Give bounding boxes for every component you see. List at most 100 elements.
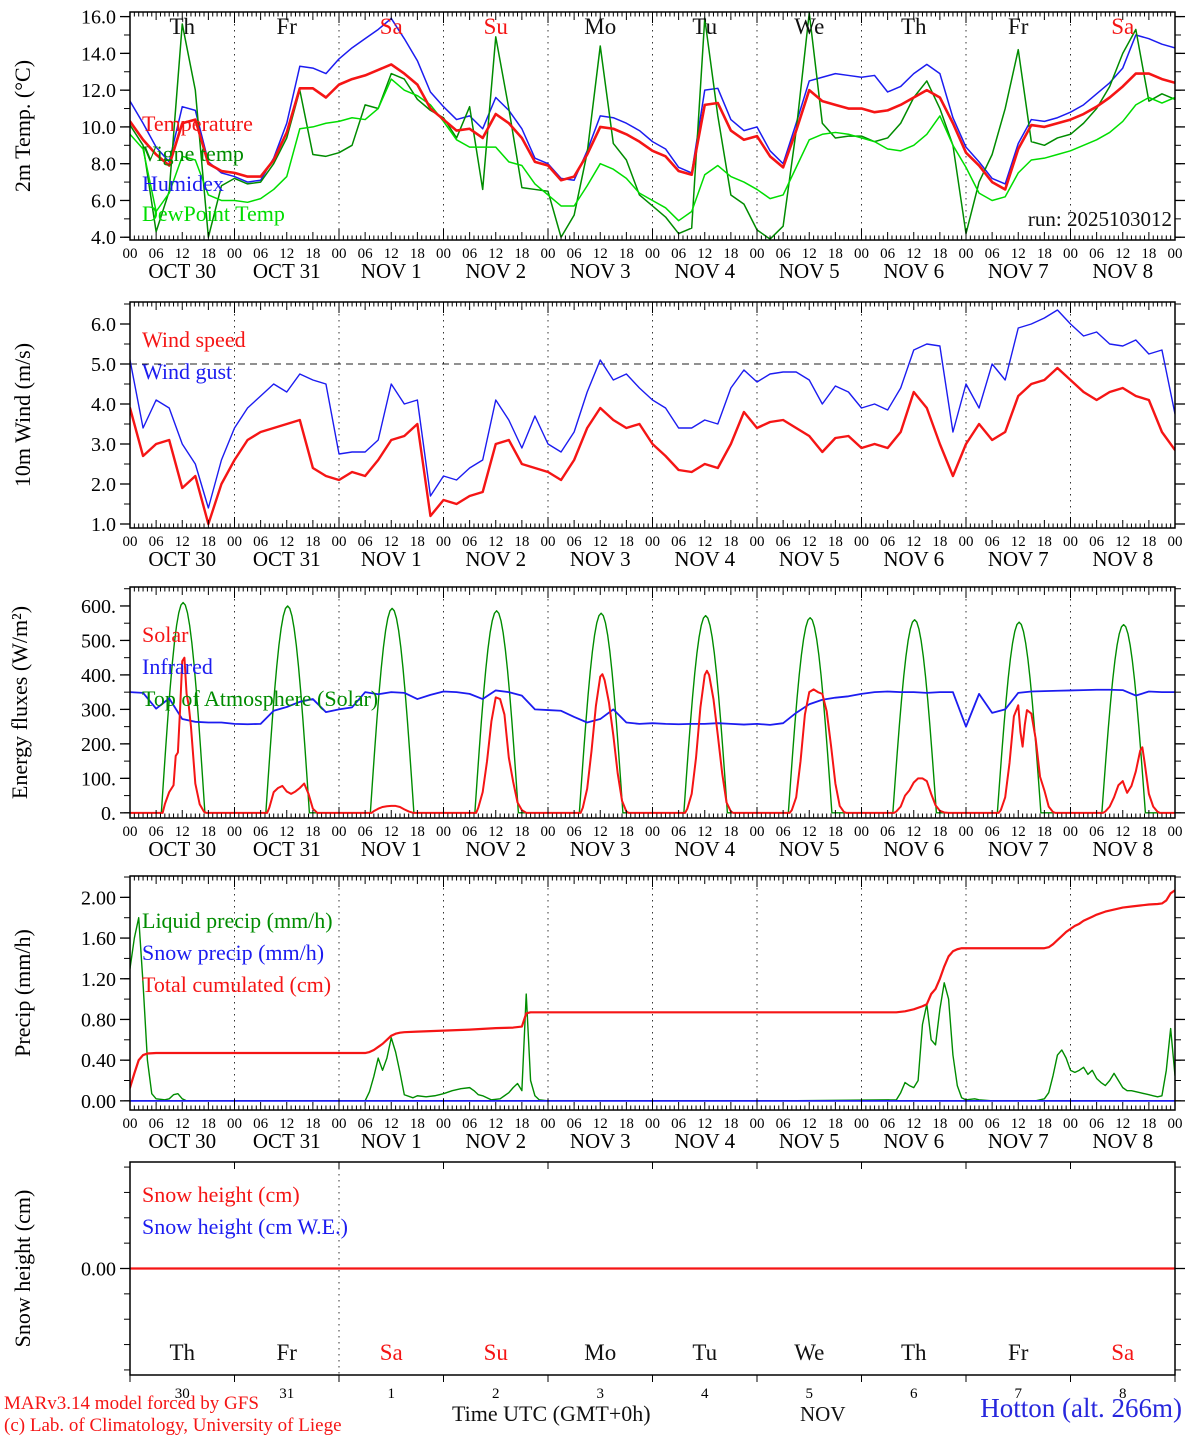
day-name-label: Fr — [277, 14, 298, 39]
hour-tick-label: 06 — [776, 246, 792, 262]
hour-tick-label: 06 — [253, 1116, 269, 1132]
hour-tick-label: 12 — [384, 824, 399, 840]
y-tick-label: 1.20 — [81, 969, 116, 991]
day-name-label: Mo — [584, 1340, 616, 1365]
hour-tick-label: 18 — [1141, 824, 1156, 840]
panel-temperature: 16.0 14.0 12.0 10.0 8.0 6.0 4.0 2m Temp. (°C) 00… — [10, 7, 1185, 283]
date-label: NOV 7 — [988, 1129, 1049, 1153]
day-number-label: 8 — [1119, 1386, 1127, 1402]
date-label: NOV 2 — [465, 547, 526, 571]
hour-tick-label: 12 — [175, 824, 190, 840]
hour-tick-label: 12 — [1011, 1116, 1026, 1132]
hour-tick-label: 00 — [750, 1116, 765, 1132]
series-humidex — [130, 17, 1175, 185]
hour-tick-label: 06 — [776, 824, 792, 840]
hour-tick-label: 06 — [880, 1116, 896, 1132]
hour-tick-label: 06 — [880, 824, 896, 840]
hour-tick-label: 18 — [723, 824, 738, 840]
hour-tick-label: 00 — [959, 534, 974, 550]
date-label: NOV 6 — [883, 1129, 944, 1153]
legend-temperature-1: Vigne temp — [142, 141, 244, 166]
hour-tick-label: 00 — [227, 1116, 242, 1132]
hour-tick-label: 00 — [1168, 1116, 1183, 1132]
hour-tick-label: 00 — [227, 246, 242, 262]
date-label: NOV 8 — [1092, 547, 1153, 571]
hour-tick-label: 18 — [1141, 1116, 1156, 1132]
hour-tick-label: 18 — [828, 534, 843, 550]
date-label: OCT 30 — [148, 837, 216, 861]
hour-tick-label: 06 — [1089, 1116, 1105, 1132]
hour-tick-label: 06 — [880, 534, 896, 550]
hour-tick-label: 06 — [149, 1116, 165, 1132]
hour-tick-label: 18 — [1141, 534, 1156, 550]
hour-tick-label: 00 — [123, 534, 138, 550]
hour-tick-label: 00 — [1168, 824, 1183, 840]
date-label: NOV 5 — [779, 837, 840, 861]
hour-tick-label: 18 — [1141, 246, 1156, 262]
hour-tick-label: 00 — [645, 824, 660, 840]
series-liquid-precip — [130, 917, 1175, 1102]
time-axis-caption: Time UTC (GMT+0h) — [452, 1401, 651, 1426]
hour-tick-label: 18 — [828, 824, 843, 840]
hour-tick-label: 06 — [358, 246, 374, 262]
hour-tick-label: 12 — [802, 246, 817, 262]
date-label: OCT 31 — [253, 259, 321, 283]
hour-tick-label: 12 — [593, 246, 608, 262]
hour-tick-label: 00 — [854, 1116, 869, 1132]
date-label: OCT 31 — [253, 547, 321, 571]
hour-tick-label: 00 — [436, 534, 451, 550]
hour-tick-label: 12 — [593, 1116, 608, 1132]
hour-tick-label: 06 — [671, 824, 687, 840]
y-tick-label: 8.0 — [91, 154, 116, 176]
hour-tick-label: 12 — [175, 1116, 190, 1132]
day-name-label: We — [794, 1340, 824, 1365]
y-tick-label: 1.0 — [91, 514, 116, 536]
model-credit-line1: MARv3.14 model forced by GFS — [4, 1393, 259, 1414]
date-label: NOV 1 — [361, 837, 422, 861]
hour-tick-label: 12 — [1011, 534, 1026, 550]
date-label: NOV 3 — [570, 837, 631, 861]
day-name-label: Su — [484, 1340, 509, 1365]
hour-tick-label: 12 — [175, 534, 190, 550]
hour-tick-label: 06 — [567, 534, 583, 550]
hour-tick-label: 00 — [645, 1116, 660, 1132]
legend-energy-2: Top of Atmosphere (Solar) — [142, 686, 378, 711]
hour-tick-label: 06 — [985, 1116, 1001, 1132]
date-label: NOV 7 — [988, 547, 1049, 571]
day-name-label: Th — [901, 14, 927, 39]
series-total-cumulated — [130, 889, 1175, 1089]
hour-tick-label: 18 — [932, 1116, 947, 1132]
date-label: NOV 7 — [988, 837, 1049, 861]
hour-tick-label: 12 — [906, 246, 921, 262]
hour-tick-label: 18 — [305, 534, 320, 550]
panel-snow: 0.00 Snow height (cm) Th Fr Sa Su Mo Tu We Th Fr Sa… — [10, 1161, 1185, 1402]
hour-tick-label: 00 — [332, 1116, 347, 1132]
legend-wind-1: Wind gust — [142, 359, 232, 384]
series-solar — [130, 656, 1175, 814]
hour-tick-label: 18 — [410, 1116, 425, 1132]
hour-tick-label: 12 — [1115, 1116, 1130, 1132]
hour-tick-label: 00 — [750, 534, 765, 550]
hour-tick-label: 06 — [985, 534, 1001, 550]
hour-tick-label: 12 — [279, 246, 294, 262]
hour-tick-label: 12 — [384, 534, 399, 550]
day-name-label: Mo — [584, 14, 616, 39]
day-number-label: 30 — [175, 1386, 190, 1402]
hour-tick-label: 12 — [488, 246, 503, 262]
hour-tick-label: 18 — [828, 1116, 843, 1132]
date-label: NOV 1 — [361, 259, 422, 283]
hour-tick-label: 12 — [906, 1116, 921, 1132]
y-tick-label: 300. — [81, 699, 116, 721]
day-number-label: 4 — [701, 1386, 709, 1402]
date-label: NOV 2 — [465, 1129, 526, 1153]
hour-tick-label: 18 — [305, 1116, 320, 1132]
station-caption: Hotton (alt. 266m) — [980, 1393, 1182, 1423]
day-name-label: Tu — [692, 14, 717, 39]
hour-tick-label: 06 — [253, 534, 269, 550]
hour-tick-label: 18 — [514, 824, 529, 840]
y-tick-label: 0.00 — [81, 1259, 116, 1281]
date-label: OCT 30 — [148, 259, 216, 283]
hour-tick-label: 18 — [619, 824, 634, 840]
hour-tick-label: 06 — [567, 824, 583, 840]
day-number-label: 31 — [279, 1386, 294, 1402]
